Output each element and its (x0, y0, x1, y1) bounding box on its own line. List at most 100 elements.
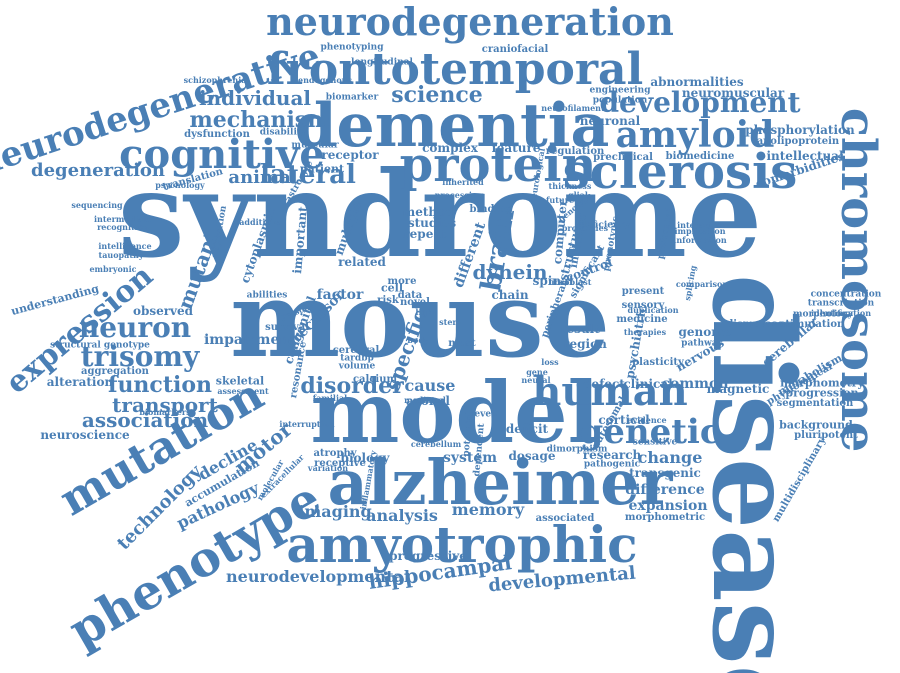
word-biomedicine: biomedicine (665, 151, 735, 162)
word-animal: animal (228, 167, 298, 188)
word-complex: complex (422, 141, 478, 155)
word-development: development (599, 86, 801, 119)
word-amyloid: amyloid (615, 114, 775, 156)
word-alzheimer: alzheimer (327, 446, 673, 519)
word-neurodegeneration: neurodegeneration (266, 0, 674, 44)
word-intermediate: intermediate (93, 214, 153, 224)
word-more: more (387, 276, 417, 287)
word-dosage: dosage (508, 449, 556, 463)
word-degeneration: degeneration (30, 160, 166, 181)
word-calcium: calcium (352, 374, 398, 385)
word-biomarkers: biomarkers (139, 407, 191, 417)
word-memory: memory (451, 500, 525, 519)
word-craniofacial: craniofacial (481, 44, 549, 55)
word-impairment: impairment (203, 332, 297, 348)
word-sensitive: sensitive (632, 437, 678, 448)
word-gene: gene (526, 367, 548, 377)
word-familial: familial (312, 393, 348, 403)
word-phosphorylation: phosphorylation (745, 123, 855, 137)
word-pluripotent: pluripotent (794, 430, 858, 441)
word-information: information (673, 235, 727, 245)
word-protein: protein (399, 137, 597, 193)
word-fibroblast: fibroblast (548, 277, 592, 287)
word-neuronal: neuronal (579, 114, 641, 128)
word-duplication: duplication (627, 305, 679, 315)
word-cerebellum: cerebellum (410, 439, 462, 449)
word-deficiency: deficiency (579, 220, 631, 231)
word-risk: risk (377, 295, 399, 306)
word-dysfunction: dysfunction (184, 129, 250, 140)
word-association: association (81, 408, 209, 432)
word-regulation: regulation (545, 146, 605, 157)
word-phenotyping: phenotyping (320, 42, 384, 53)
word-result: result (560, 322, 600, 336)
word-related: related (338, 255, 386, 269)
word-morphology: morphology (792, 309, 854, 320)
word-aggregation: aggregation (81, 366, 149, 377)
word-processing: processing (434, 190, 484, 200)
word-common: common (661, 376, 729, 392)
word-dynein: dynein (472, 260, 548, 284)
word-patient: patient (299, 162, 345, 176)
word-progression: progression (785, 386, 859, 400)
word-present: present (621, 286, 665, 297)
word-imaging: imaging (298, 502, 372, 521)
word-lateral: lateral (260, 160, 356, 190)
word-implication: implication (674, 226, 726, 236)
word-population: population (592, 95, 648, 106)
word-body: body (407, 335, 429, 345)
word-medicine: medicine (616, 314, 668, 325)
word-inherited: inherited (442, 177, 484, 187)
word-sensory: sensory (621, 300, 665, 311)
word-variation: variation (307, 463, 349, 473)
word-embryonic: embryonic (89, 264, 137, 274)
word-preclinical: preclinical (593, 152, 653, 163)
word-volume: volume (338, 361, 376, 372)
word-most: most (448, 338, 476, 349)
word-progressive: progressive (389, 549, 467, 563)
word-pathway: pathway (681, 338, 723, 349)
word-biology: biology (340, 451, 390, 465)
word-properties: properties (561, 223, 609, 233)
word-associated: associated (535, 513, 595, 524)
word-evidence: evidence (627, 415, 667, 425)
word-studies: studies (407, 216, 457, 230)
word-structural-genotype: structural genotype (50, 340, 150, 351)
word-psychology: psychology (155, 180, 205, 190)
word-feature: feature (491, 141, 541, 155)
word-clinical: clinical (623, 377, 673, 391)
word-tardbp: tardbp (340, 353, 374, 364)
word-genome: genome (678, 325, 732, 339)
word-morphometric: morphometric (624, 512, 706, 523)
word-expansion: expansion (628, 498, 708, 514)
word-interaction: interaction (677, 220, 727, 230)
word-repeat: repeat (403, 227, 447, 241)
word-cause: cause (404, 376, 456, 395)
word-morphometry: morphometry (780, 376, 864, 390)
word-engineering: engineering (589, 85, 651, 96)
word-pathogenic: pathogenic (583, 459, 641, 470)
word-transcription: transcription (807, 298, 875, 309)
word-muscular: muscular (291, 140, 339, 151)
word-survival: survival (265, 322, 309, 333)
word-receptor: receptor (321, 148, 379, 162)
word-observed: observed (132, 304, 194, 318)
word-magnetic: magnetic (706, 382, 770, 396)
word-sequencing: sequencing (71, 200, 123, 210)
word-method: method (402, 205, 454, 219)
word-disorder: disorder (300, 373, 404, 399)
word-atrophy: atrophy (313, 448, 357, 459)
word-future: future (545, 195, 575, 205)
word-comparison: comparison (675, 279, 729, 289)
word-amyotrophic: amyotrophic (286, 515, 638, 574)
word-transgenic: transgenic (629, 466, 701, 480)
word-glial: glial (568, 190, 588, 200)
word-analysis: analysis (366, 506, 438, 525)
word-research: research (582, 448, 642, 462)
word-change: change (637, 448, 703, 467)
word-intelligence: intelligence (98, 241, 152, 251)
word-additional: additional (239, 217, 285, 227)
word-dismutase: dismutase (726, 319, 784, 330)
word-function: function (107, 372, 213, 398)
word-dementia: dementia (294, 91, 610, 161)
